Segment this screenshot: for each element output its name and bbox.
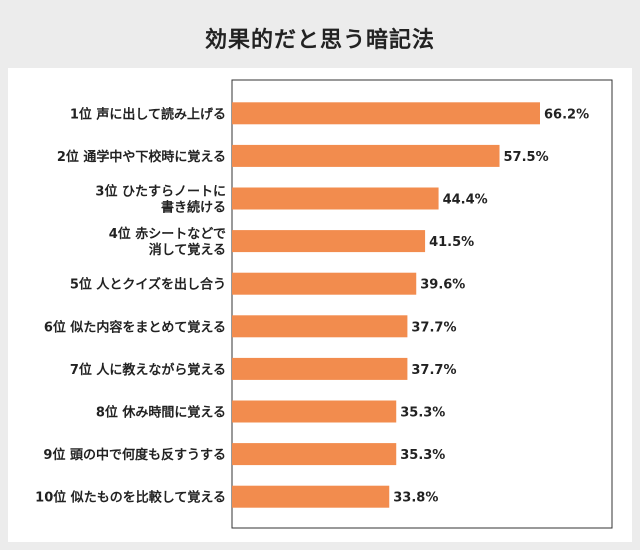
category-label-6: 6位 似た内容をまとめて覚える [44,319,226,335]
bar-6 [232,315,408,338]
chart-panel: 66.2% 1位 声に出して読み上げる 57.5% 2位 通学中や下校時に覚える 44.… [8,68,632,542]
category-label-line: 7位 人に教えながら覚える [70,362,226,378]
category-label-1: 1位 声に出して読み上げる [70,106,226,122]
category-label-line: 消して覚える [149,242,226,258]
value-label-2: 57.5% [504,150,549,165]
category-label-line: 8位 休み時間に覚える [96,405,226,421]
value-label-8: 35.3% [400,406,445,421]
category-label-line: 6位 似た内容をまとめて覚える [44,319,226,335]
value-label-3: 44.4% [443,193,488,208]
category-label-9: 9位 頭の中で何度も反すうする [43,447,226,463]
category-label-line: 4位 赤シートなどで [109,226,226,242]
chart-title: 効果的だと思う暗記法 [204,28,435,53]
category-label-5: 5位 人とクイズを出し合う [70,277,226,293]
category-label-line: 10位 似たものを比較して覚える [35,490,226,506]
category-label-10: 10位 似たものを比較して覚える [35,490,226,506]
category-label-7: 7位 人に教えながら覚える [70,362,226,378]
value-label-6: 37.7% [411,320,456,335]
bar-3 [232,187,439,210]
category-label-line: 2位 通学中や下校時に覚える [57,149,226,165]
bar-8 [232,400,397,423]
plot-frame [231,79,613,529]
value-label-5: 39.6% [420,278,465,293]
category-label-line: 1位 声に出して読み上げる [70,106,226,122]
value-label-7: 37.7% [411,363,456,378]
bar-10 [232,485,390,508]
category-label-4: 4位 赤シートなどで消して覚える [109,226,226,258]
bar-1 [232,102,540,125]
category-label-line: 3位 ひたすらノートに [95,184,226,200]
bar-7 [232,357,408,380]
category-label-3: 3位 ひたすらノートに書き続ける [95,184,226,216]
value-label-10: 33.8% [393,491,438,506]
category-label-line: 9位 頭の中で何度も反すうする [43,447,226,463]
category-label-2: 2位 通学中や下校時に覚える [57,149,226,165]
bar-5 [232,272,417,295]
value-label-9: 35.3% [400,448,445,463]
category-label-line: 書き続ける [161,200,226,216]
value-label-1: 66.2% [544,107,589,122]
bar-chart: 66.2% 1位 声に出して読み上げる 57.5% 2位 通学中や下校時に覚える 44.… [35,79,613,529]
category-label-8: 8位 休み時間に覚える [96,405,226,421]
bar-4 [232,230,426,253]
bar-9 [232,443,397,466]
category-label-line: 5位 人とクイズを出し合う [70,277,226,293]
bar-2 [232,144,500,167]
value-label-4: 41.5% [429,235,474,250]
